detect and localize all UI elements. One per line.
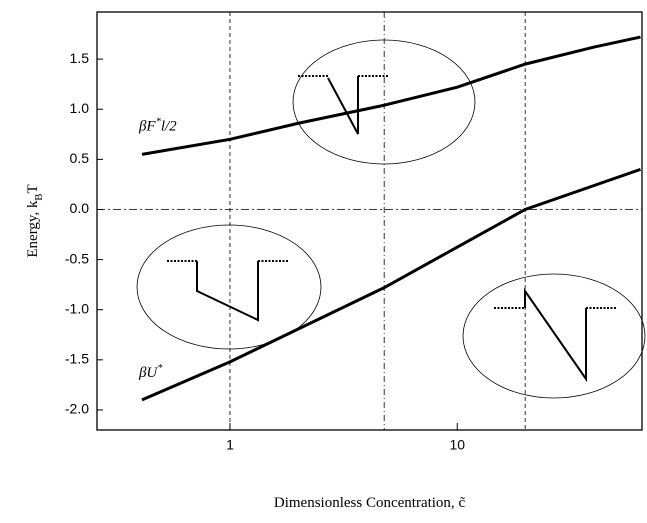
y-axis-label: Energy, kBT <box>25 184 44 257</box>
x-tick-label: 1 <box>226 437 234 453</box>
plot-frame <box>97 12 642 430</box>
x-axis-label-part: c̃ <box>458 495 465 511</box>
series-label-part: βF <box>138 119 156 135</box>
x-axis-label-part: Dimensionless Concentration, <box>274 495 459 511</box>
inset-ellipse <box>463 274 645 398</box>
y-axis-label-part: T <box>25 184 41 193</box>
chart: -2.0 -1.5 -1.0 -0.5 0.0 0.5 1.0 1.5 1 10 Dimension… <box>0 0 647 518</box>
inset-profile <box>525 291 586 379</box>
y-axis-label-part: Energy, k <box>25 200 41 258</box>
y-tick-label: -2.0 <box>65 401 89 417</box>
series-line <box>142 37 641 154</box>
x-axis-label: Dimensionless Concentration, c̃ <box>274 495 466 511</box>
y-axis-label-part: B <box>34 194 45 201</box>
y-tick-label: 0.5 <box>70 150 90 166</box>
series-label: βF*l/2 <box>138 116 177 135</box>
y-tick-label: -1.0 <box>65 300 89 316</box>
inset-profile <box>328 76 358 134</box>
y-tick-label: -0.5 <box>65 250 89 266</box>
series-label-part: * <box>157 363 163 374</box>
x-tick-label: 10 <box>449 437 465 453</box>
series-line <box>142 169 641 400</box>
y-tick-label: 1.5 <box>70 50 90 66</box>
y-tick-label: -1.5 <box>65 351 89 367</box>
y-tick-label: 0.0 <box>70 200 90 216</box>
inset-profile <box>197 261 258 320</box>
series-label: βU* <box>138 363 163 382</box>
insets <box>137 40 645 398</box>
series-label-part: l/2 <box>161 119 177 135</box>
y-tick-label: 1.0 <box>70 100 90 116</box>
series-label-part: βU <box>138 365 158 381</box>
